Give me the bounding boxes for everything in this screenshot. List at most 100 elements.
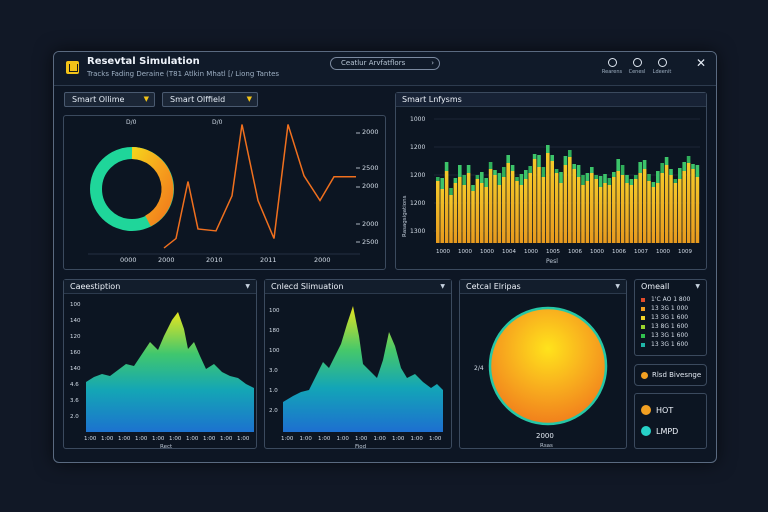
bar — [673, 183, 678, 243]
legend-label: 13 3G 1 600 — [651, 341, 689, 348]
x-tick: 1009 — [678, 249, 692, 255]
legend-label: 13 3G 1 000 — [651, 305, 689, 312]
toolbar-button-ldeenit[interactable]: Ldeenit — [651, 58, 673, 75]
bar-cap — [664, 157, 669, 165]
right-tick: 2000 — [362, 220, 379, 228]
y-tick: 180 — [269, 328, 280, 334]
legend-swatch — [641, 306, 645, 311]
gauge-side-label: 2/4 — [474, 365, 484, 372]
bar — [559, 183, 563, 243]
search-text: Ceatlur Arvfatflors — [341, 59, 406, 67]
top-label: D/0 — [126, 119, 137, 126]
title-bar: Resevtal Simulation Tracks Fading Derain… — [54, 52, 716, 86]
bar — [515, 181, 519, 243]
bar-cap — [524, 170, 528, 179]
bar-cap — [616, 159, 620, 171]
panel-header: Caeestiption ▼ — [64, 280, 256, 294]
dropdown-label: Smart Olffield — [170, 95, 226, 104]
bar-cap — [528, 166, 532, 173]
status-chip[interactable]: Rlsd Bivesnge — [634, 364, 707, 386]
bar — [554, 173, 559, 243]
bar-cap — [554, 169, 559, 173]
bar — [444, 171, 449, 243]
search-field[interactable]: Ceatlur Arvfatflors › — [330, 57, 440, 70]
close-button[interactable]: ✕ — [695, 56, 706, 70]
bar-cap — [506, 155, 510, 163]
toolbar-button-rearens[interactable]: Rearens — [601, 58, 623, 75]
bar-chart-panel: Smart Lnfysms 1000 1200 1200 1200 1300 R… — [395, 92, 707, 270]
bar — [466, 173, 471, 243]
x-axis: 1:00 1:00 1:00 1:00 1:00 1:00 1:00 1:00 1:00 1:00 — [84, 436, 250, 442]
overview-chart: D/0 D/0 2000 2500 2000 2000 2500 0000 20… — [88, 119, 379, 264]
area-series — [86, 312, 254, 432]
bar — [546, 153, 550, 243]
caret-down-icon[interactable]: ▼ — [440, 283, 445, 290]
nodes-icon — [632, 58, 642, 67]
legend-panel: Omeall ▼ 1'C AO 1 800 13 3G 1 000 13 3G 1 6… — [634, 279, 707, 356]
right-tick: 2500 — [362, 238, 379, 246]
x-tick: 1:00 — [300, 436, 313, 442]
gauge-panel: Cetcal Elripas ▼ 2/4 2000 Rsas — [459, 279, 627, 449]
bar — [502, 177, 506, 243]
caret-down-icon[interactable]: ▼ — [695, 283, 700, 290]
dropdown-smart-olffield[interactable]: Smart Olffield ▼ — [162, 92, 258, 107]
legend-label: 13 3G 1 600 — [651, 332, 689, 339]
lmpd-swatch — [641, 426, 651, 436]
y-tick: 140 — [70, 366, 81, 372]
bar-cap — [462, 175, 466, 185]
bar — [563, 165, 568, 243]
bar — [585, 181, 590, 243]
bar — [651, 187, 656, 243]
bar — [537, 167, 541, 243]
bar-cap — [466, 165, 471, 173]
bar-cap — [440, 178, 444, 189]
x-tick: 1:00 — [152, 436, 165, 442]
bar-cap — [682, 162, 686, 171]
x-tick: 1:00 — [84, 436, 97, 442]
area-chart-panel-1: Caeestiption ▼ 100 140 120 160 140 4.6 3.… — [63, 279, 257, 450]
bar-cap — [651, 182, 656, 187]
bar — [541, 177, 546, 243]
y-tick: 100 — [70, 302, 81, 308]
legend-label: 13 3G 1 600 — [651, 314, 689, 321]
leaf-icon — [607, 58, 617, 67]
x-tick: 1:00 — [318, 436, 331, 442]
donut-ring-orange — [131, 147, 174, 227]
bar — [524, 179, 528, 243]
bar-cap — [563, 156, 568, 165]
right-tick: 2000 — [362, 128, 379, 136]
bar-cap — [568, 150, 572, 157]
bar — [625, 183, 629, 243]
bar — [647, 181, 651, 243]
bar-cap — [559, 172, 563, 183]
panel-header: Cetcal Elripas ▼ — [460, 280, 626, 294]
x-tick: 1:00 — [186, 436, 199, 442]
y-tick: 3.6 — [70, 398, 79, 404]
dropdown-smart-ollime[interactable]: Smart Ollime ▼ — [64, 92, 155, 107]
y-tick: 100 — [269, 308, 280, 314]
legend-item: 13 3G 1 600 — [641, 341, 688, 348]
caret-down-icon[interactable]: ▼ — [615, 283, 620, 290]
y-tick: 120 — [70, 334, 81, 340]
legend-swatch — [641, 315, 645, 320]
bar-cap — [532, 154, 537, 159]
x-tick: 1005 — [546, 249, 560, 255]
gauge-footer: Rsas — [540, 443, 553, 449]
y-tick: 4.6 — [70, 382, 79, 388]
hot-swatch — [641, 405, 651, 415]
x-tick: 1000 — [590, 249, 604, 255]
bar — [656, 183, 660, 243]
x-axis: 1000 1000 1000 1004 1000 1005 1006 1000 1006 1007… — [436, 249, 692, 255]
gauge-value: 2000 — [536, 432, 554, 440]
bar — [484, 187, 488, 243]
bar — [678, 179, 682, 243]
bar — [493, 175, 497, 243]
bottom-tick: 2000 — [314, 256, 331, 264]
toolbar-button-cenesl[interactable]: Cenesl — [626, 58, 648, 75]
bar-cap — [669, 169, 673, 175]
x-tick: 1000 — [524, 249, 538, 255]
caret-down-icon[interactable]: ▼ — [245, 283, 250, 290]
bar — [497, 185, 502, 243]
bar — [572, 169, 576, 243]
bar — [550, 161, 554, 243]
